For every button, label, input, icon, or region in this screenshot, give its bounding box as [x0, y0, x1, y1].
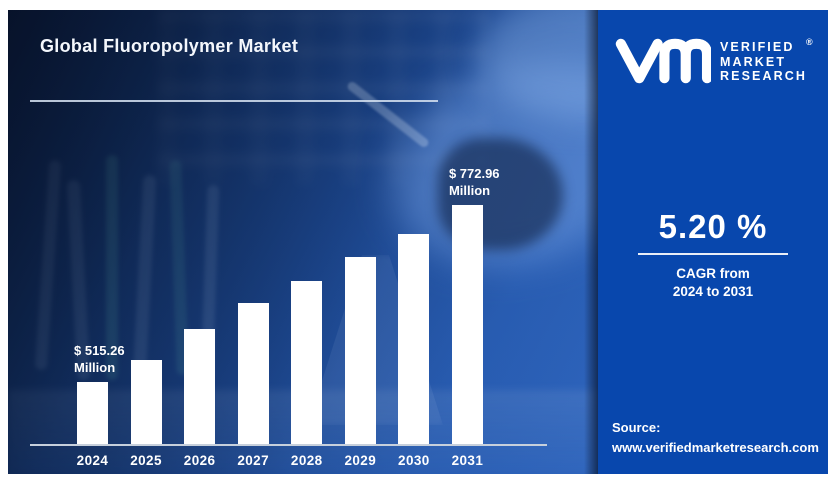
logo-wordmark: VERIFIED MARKET RESEARCH [720, 40, 807, 84]
cagr-label-line1: CAGR from [676, 266, 750, 281]
bar-2029 [344, 257, 376, 444]
x-tick-label: 2029 [344, 453, 377, 468]
cagr-value: 5.20 % [658, 208, 768, 245]
logo-line-market: MARKET [720, 54, 787, 69]
bar-2028 [291, 281, 323, 444]
x-tick-label: 2025 [130, 453, 162, 468]
x-tick-label: 2028 [290, 453, 323, 468]
cagr-underline [638, 253, 788, 255]
bar-value-label: $ 515.26 Million [74, 342, 125, 376]
cagr-label-line2: 2024 to 2031 [672, 284, 754, 300]
bar-2030 [398, 234, 430, 444]
bar-2027 [237, 303, 269, 444]
title-underline [30, 100, 438, 102]
registered-trademark-icon: ® [806, 37, 813, 47]
bar-slot: 2026 [184, 329, 216, 468]
bar-slot: 2029 [344, 257, 376, 468]
bar-2024 [77, 382, 108, 444]
bar-slot: 2025 [130, 360, 162, 468]
source-url: www.verifiedmarketresearch.com [612, 439, 819, 455]
bar-slot: 2028 [291, 281, 323, 468]
cagr-block: 5.20 % CAGR from 2024 to 2031 [598, 208, 828, 301]
x-tick-label: 2031 [451, 453, 484, 468]
bar-slot: 2024 $ 515.26 Million [74, 343, 125, 468]
x-tick-label: 2027 [237, 453, 269, 468]
bar-2025 [130, 360, 162, 444]
x-tick-label: 2030 [398, 453, 430, 468]
page-title: Global Fluoropolymer Market [40, 36, 299, 56]
chart-panel: Global Fluoropolymer Market 2024 $ 515.26… [8, 10, 598, 474]
x-axis-line [30, 444, 547, 446]
bar-slot: 2030 [398, 234, 430, 468]
bar-slot: 2027 [237, 303, 269, 468]
vmr-logo: VERIFIED MARKET RESEARCH [614, 38, 807, 84]
bar-value-label: $ 772.96 Million [448, 165, 500, 199]
logo-line-verified: VERIFIED [720, 40, 795, 54]
source-label: Source: [612, 420, 661, 435]
bar-slot: 2031 $ 772.96 Million [449, 166, 500, 468]
x-tick-label: 2024 [76, 453, 109, 468]
bar-group: 2024 $ 515.26 Million 2025 2026 2027 2028 2029 2… [74, 166, 500, 468]
info-panel: VERIFIED MARKET RESEARCH ® 5.20 % CAGR f… [598, 10, 828, 474]
infographic-canvas: Global Fluoropolymer Market 2024 $ 515.26… [8, 10, 828, 474]
x-tick-label: 2026 [183, 453, 216, 468]
vmr-monogram-icon [614, 38, 711, 84]
source-block: Source: www.verifiedmarketresearch.com [612, 418, 819, 457]
logo-line-research: RESEARCH [720, 69, 807, 83]
bar-2026 [184, 329, 216, 444]
bar-2031 [451, 205, 483, 444]
